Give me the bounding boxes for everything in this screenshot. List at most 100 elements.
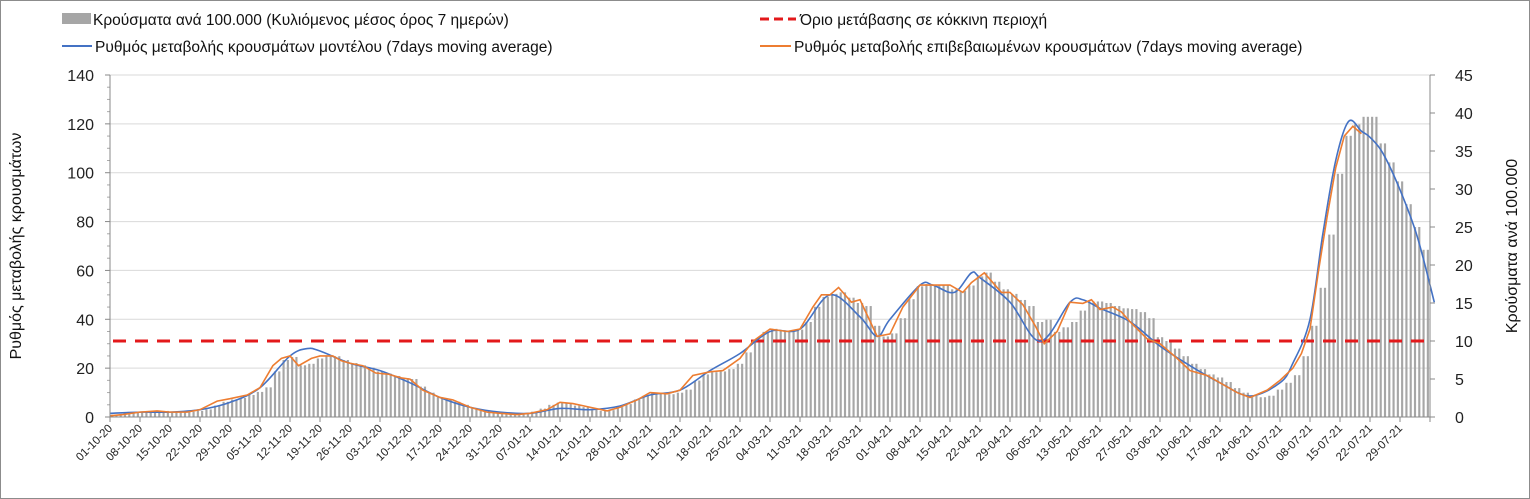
bar [955,289,958,417]
bar [1066,327,1069,417]
bar [878,325,881,417]
bar [929,284,932,417]
bar [1062,327,1065,417]
bar [243,398,247,417]
bar [1083,310,1087,417]
legend-label-model: Ρυθμός μεταβολής κρουσμάτων μοντέλου (7d… [95,39,553,56]
bar [951,289,954,417]
bar [599,410,602,417]
bar [646,395,649,417]
bar [1212,374,1215,417]
bar [1036,322,1039,417]
bar [132,413,135,417]
bar [166,410,169,417]
bar [869,306,872,417]
bar [616,407,619,417]
bar [295,356,298,417]
bar [633,399,637,417]
bar [1336,173,1339,417]
bar [719,371,722,417]
bar [351,363,354,417]
bar [603,410,607,417]
bar [681,392,684,417]
bar [586,407,589,417]
bar [445,399,448,417]
bar [248,394,251,417]
bar [1418,227,1421,417]
bar [1311,325,1314,417]
bar [831,293,834,417]
bar [1028,306,1031,417]
bar [153,410,157,417]
bar [458,401,461,417]
bar [895,333,898,417]
legend-label-bars: Κρούσματα ανά 100.000 (Κυλιόμενος μέσος … [93,12,509,29]
bar [235,399,238,417]
bar [321,358,324,417]
y-tick-label-right: 30 [1455,182,1473,199]
bar [1199,369,1202,417]
bar [265,387,268,417]
bar [149,411,152,417]
bar [488,412,491,417]
bar [175,411,178,417]
bar [775,328,778,417]
bar [1238,388,1241,417]
y-tick-label-left: 140 [67,68,94,85]
bar [1263,397,1267,417]
bar [1289,382,1292,417]
bar [183,411,187,417]
bar [1058,331,1061,417]
bar [1049,319,1052,417]
bar [1195,363,1198,417]
bar [1409,204,1412,417]
bar [595,409,598,417]
bar [899,318,902,417]
bar [1251,395,1254,417]
bar [552,404,555,417]
bar [663,393,667,417]
y-tick-label-left: 40 [76,312,94,329]
bar [1182,356,1185,417]
bar [908,299,911,417]
bar [1242,392,1245,417]
bar [1032,306,1035,417]
bar [1015,293,1018,417]
y-tick-label-right: 40 [1455,106,1473,123]
bar [608,410,611,417]
bar [882,336,885,417]
bar [372,367,375,417]
bar [359,365,362,417]
y-tick-label-left: 80 [76,215,94,232]
bar [1135,309,1138,417]
bar [1002,289,1005,417]
bar [428,392,431,417]
bar [621,407,624,417]
bar [1011,293,1014,417]
bar [368,367,371,417]
bar [1148,318,1151,417]
y-axis-title-right: Κρούσματα ανά 100.000 [1504,159,1521,333]
y-tick-label-right: 20 [1455,258,1473,275]
bar [436,397,439,417]
bar [1422,249,1425,417]
bar [921,286,924,417]
bar [672,394,675,417]
bar [1139,312,1142,417]
bar [226,401,229,417]
bar [201,410,204,417]
bar [642,395,645,417]
bar [1298,375,1301,417]
bar [942,284,945,417]
bar [475,407,478,417]
bar [813,306,817,417]
bar [835,293,838,417]
bar [526,413,529,417]
bar [856,303,859,417]
bar [792,331,795,417]
bar [903,318,907,417]
bar [209,409,212,417]
bar [569,403,572,417]
y-tick-label-left: 60 [76,263,94,280]
bar [1341,173,1344,417]
